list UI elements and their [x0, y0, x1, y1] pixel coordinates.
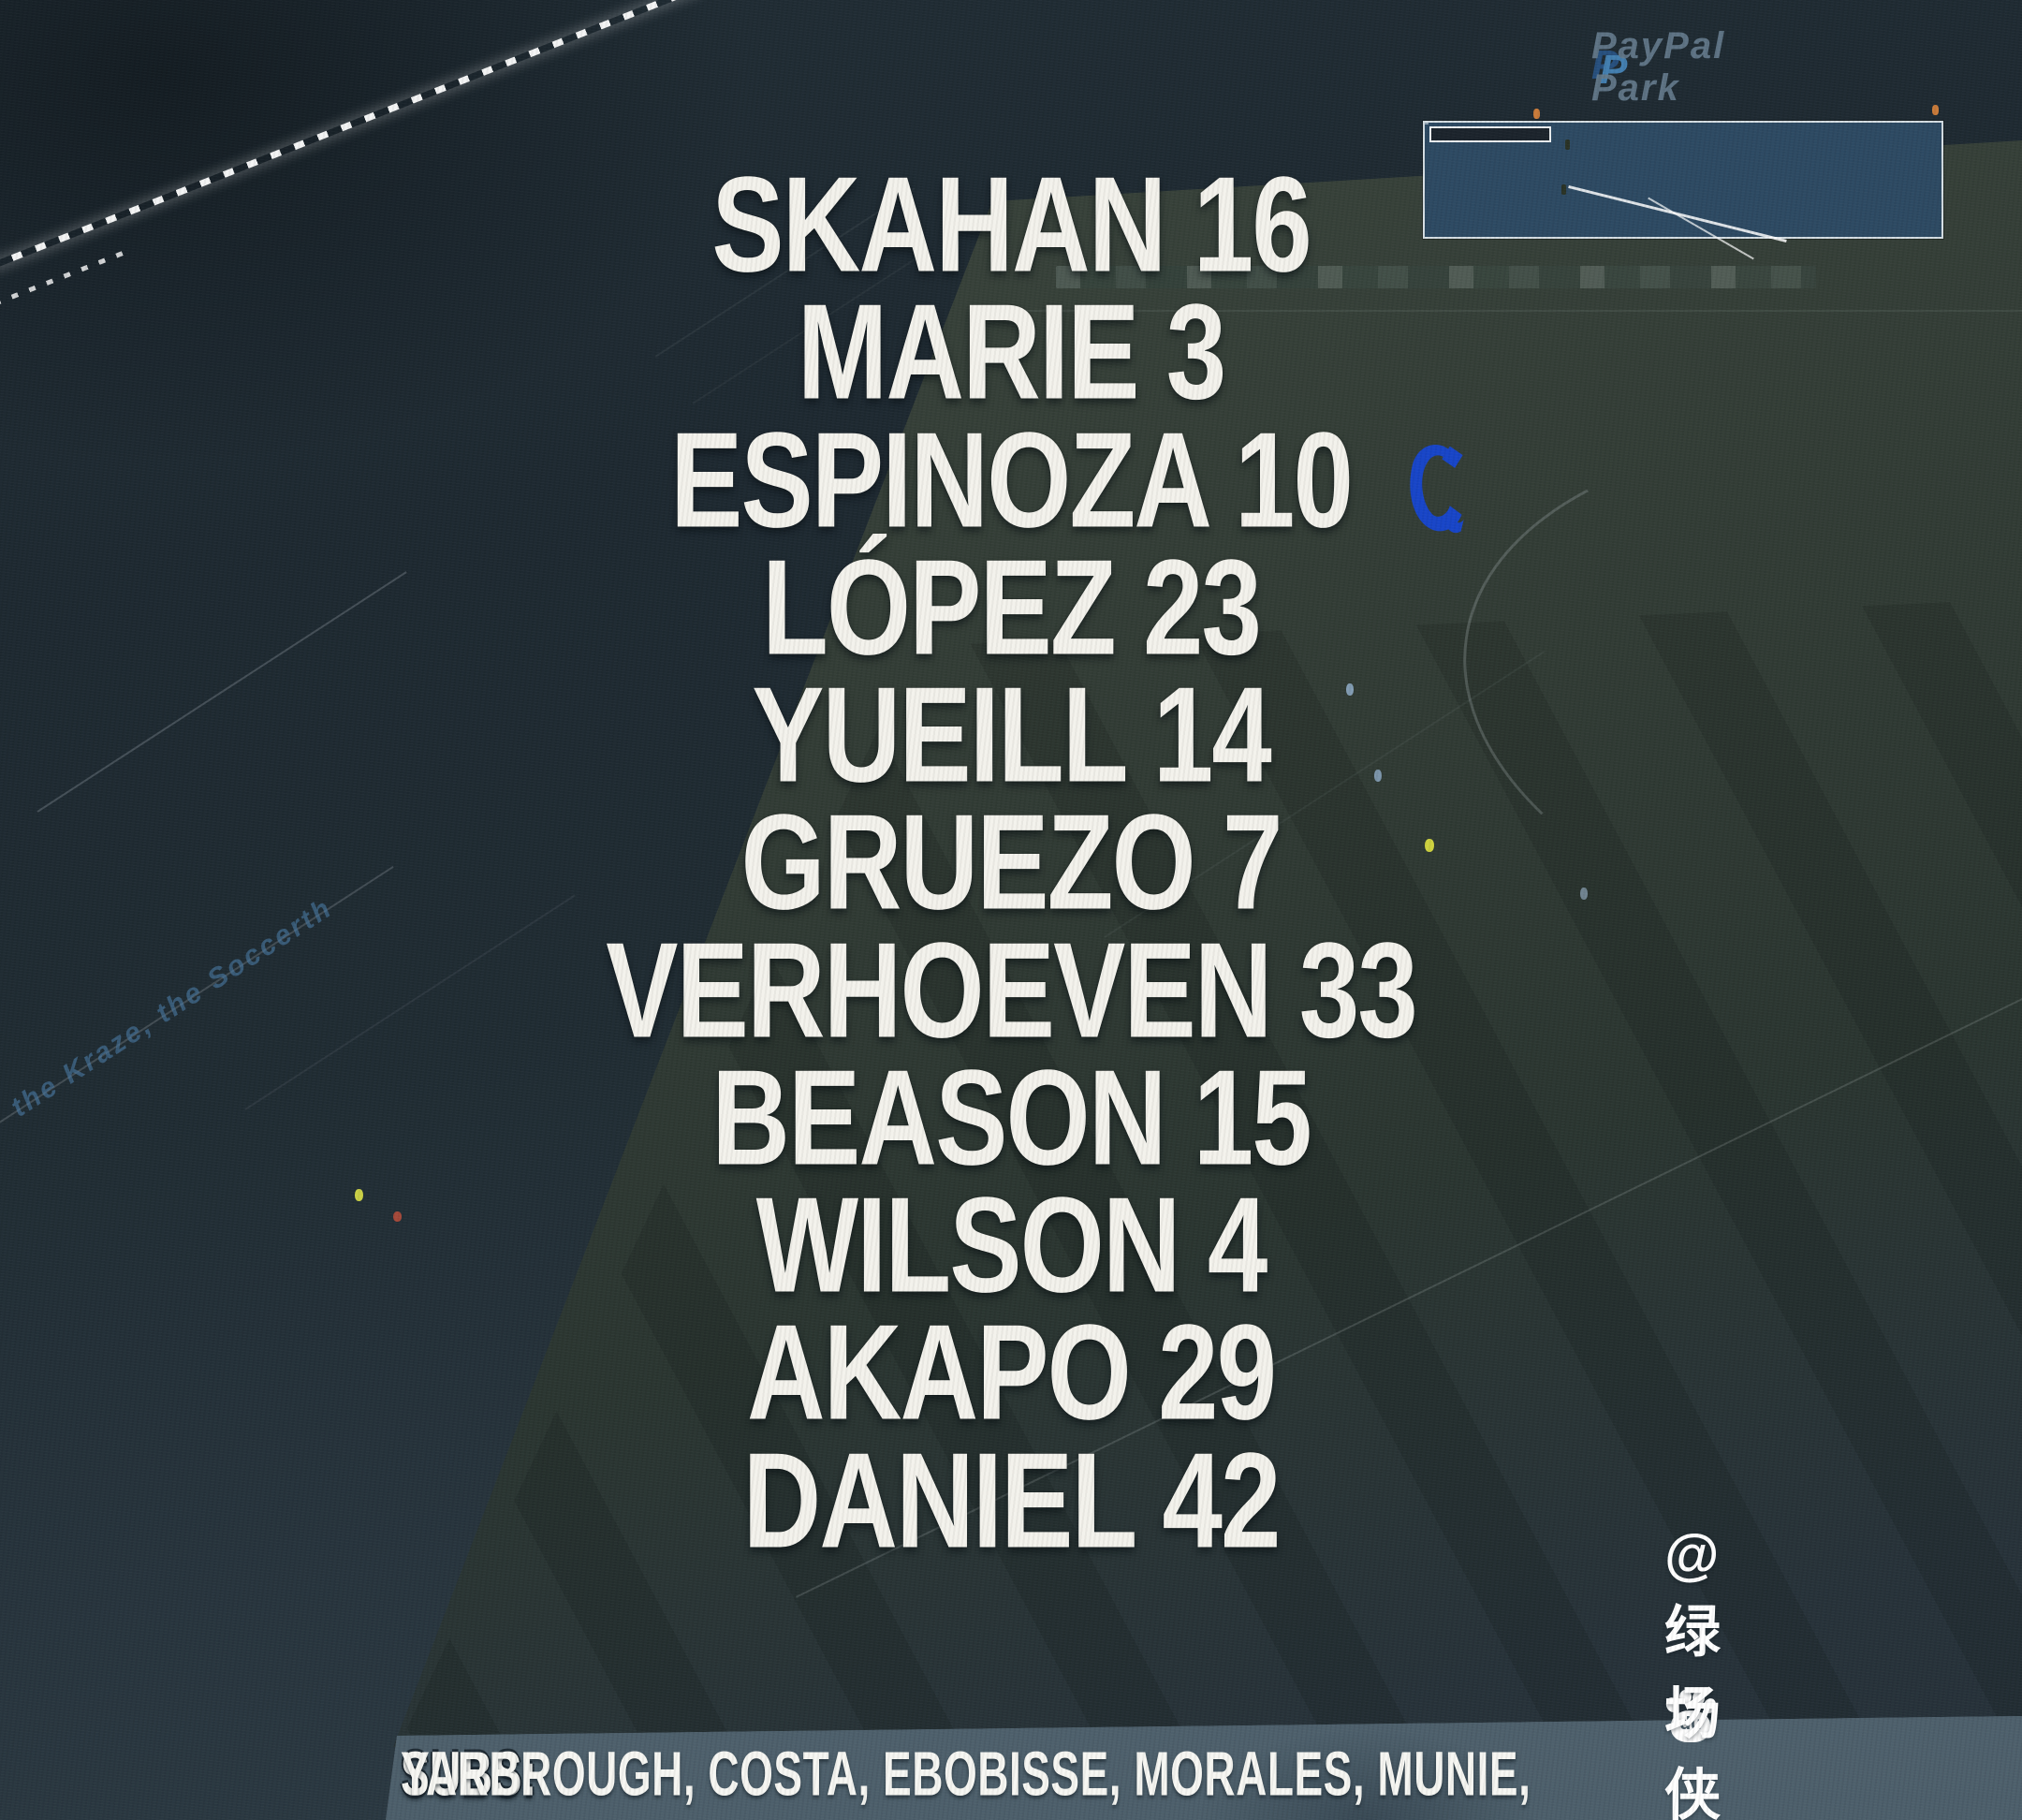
- lineup-row: DANIEL 42: [0, 1432, 2022, 1568]
- player-dot: [1346, 683, 1354, 696]
- lineup-row: LÓPEZ 23: [0, 539, 2022, 675]
- player-name-number: DANIEL 42: [742, 1424, 1282, 1577]
- player-name-number: LÓPEZ 23: [762, 531, 1262, 683]
- watermark-du-text: du: [1679, 1714, 1702, 1734]
- lineup-row: MARIE 3: [0, 284, 2022, 419]
- venue-sign-text: PayPal Park: [1591, 25, 1726, 109]
- watermark-handle: @绿场侠影: [1664, 1522, 1722, 1820]
- player-name-number: GRUEZO 7: [740, 785, 1283, 938]
- lineup-row: WILSON 4: [0, 1177, 2022, 1313]
- player-name-number: MARIE 3: [797, 275, 1227, 428]
- sponsor-audi: [1425, 123, 1427, 125]
- player-name-number: YUEILL 14: [752, 658, 1272, 811]
- stand-seam-line: [1011, 310, 2022, 312]
- lineup-row: AKAPO 29: [0, 1304, 2022, 1440]
- stadium-videoboard: Stanford Coca-Cola CEFCU: [1423, 121, 1943, 260]
- player-name-number: VERHOEVEN 33: [606, 914, 1418, 1066]
- ad-boards-strip: [1056, 266, 1816, 288]
- corner-flag-dot: [1932, 105, 1939, 115]
- screen-player-figure: [1561, 184, 1566, 195]
- lineup-row: SKAHAN 16: [0, 156, 2022, 292]
- player-name-number: BEASON 15: [711, 1041, 1312, 1194]
- lineup-row: YUEILL 14: [0, 667, 2022, 802]
- player-dot-red: [393, 1211, 402, 1222]
- baidu-paw-icon: du: [1663, 1690, 1719, 1744]
- subs-names: YARBROUGH, COSTA, EBOBISSE, MORALES, MUN…: [401, 1738, 1531, 1810]
- player-dot: [1580, 888, 1588, 900]
- player-name-number: WILSON 4: [755, 1168, 1268, 1321]
- player-name-number: SKAHAN 16: [711, 148, 1311, 301]
- subs-label: SUBS:: [401, 1738, 537, 1810]
- lineup-row: VERHOEVEN 33: [0, 922, 2022, 1058]
- player-dot-yellow: [1425, 839, 1434, 852]
- captain-mark-icon: [1406, 436, 1466, 536]
- player-dot-yellow: [355, 1189, 363, 1201]
- player-name-number: ESPINOZA 10: [670, 404, 1354, 556]
- sponsor-vhp: VHP: [1427, 123, 1429, 125]
- corner-flag-dot: [1533, 109, 1540, 119]
- player-name-number: AKAPO 29: [746, 1296, 1277, 1448]
- lineup-row: BEASON 15: [0, 1049, 2022, 1185]
- screen-player-figure: [1565, 139, 1570, 150]
- scorebug-strip: [1429, 126, 1551, 142]
- lineup-row: GRUEZO 7: [0, 794, 2022, 930]
- player-dot: [1374, 770, 1382, 782]
- lineup-row: ESPINOZA 10: [0, 412, 2022, 548]
